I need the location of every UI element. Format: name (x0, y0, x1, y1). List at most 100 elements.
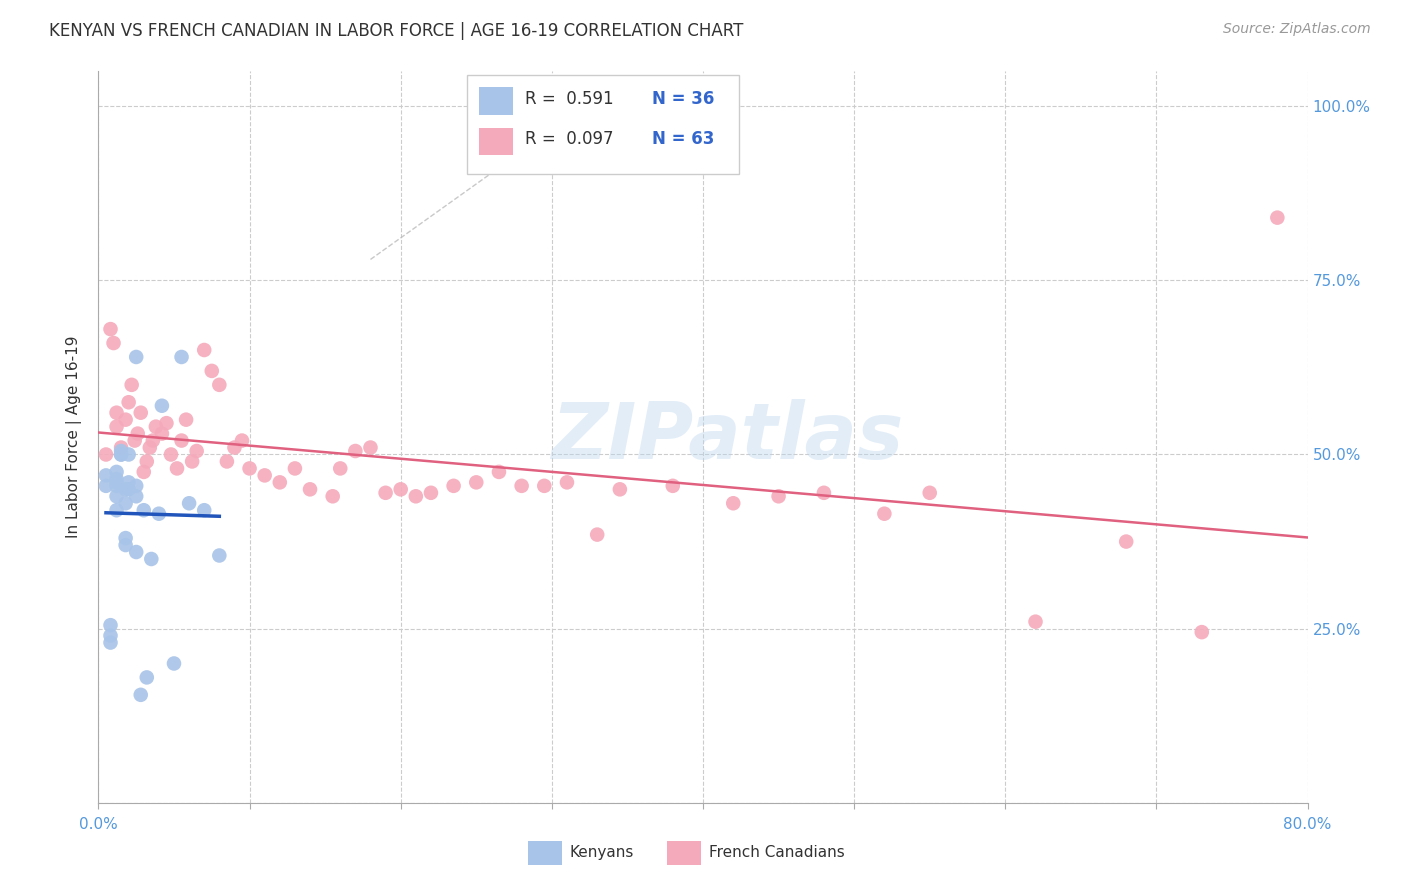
Point (166, 461, 188, 475)
Point (360, 441, 382, 455)
Point (1267, 211, 1289, 225)
Point (768, 489, 790, 503)
Text: N = 63: N = 63 (652, 130, 714, 148)
Point (193, 343, 215, 357)
FancyBboxPatch shape (527, 841, 561, 865)
Point (127, 426, 149, 441)
Point (94, 479, 117, 493)
Point (405, 489, 427, 503)
Point (174, 412, 197, 426)
Point (1024, 615, 1046, 629)
Point (389, 483, 412, 497)
Point (443, 479, 465, 493)
Point (215, 454, 238, 468)
Text: N = 36: N = 36 (652, 90, 714, 108)
Point (181, 454, 204, 468)
Point (374, 485, 396, 500)
Point (555, 475, 578, 490)
Point (129, 688, 152, 702)
Point (141, 552, 163, 566)
Point (208, 377, 231, 392)
Point (918, 485, 941, 500)
Point (139, 441, 162, 455)
Point (132, 465, 155, 479)
Point (118, 448, 141, 462)
Point (103, 336, 125, 351)
FancyBboxPatch shape (479, 87, 513, 115)
Point (224, 441, 246, 455)
Point (142, 434, 165, 448)
Point (723, 496, 745, 510)
Point (124, 434, 146, 448)
Point (125, 545, 148, 559)
Point (533, 479, 555, 493)
Point (125, 350, 148, 364)
Point (586, 527, 609, 541)
Text: French Canadians: French Canadians (709, 845, 845, 860)
Point (94, 468, 117, 483)
Point (150, 399, 173, 413)
Point (94, 448, 117, 462)
Point (129, 406, 152, 420)
Text: ZIPatlas: ZIPatlas (551, 399, 903, 475)
Point (110, 444, 132, 458)
Text: R =  0.591: R = 0.591 (526, 90, 614, 108)
Point (239, 461, 262, 475)
Point (186, 444, 208, 458)
Point (284, 461, 307, 475)
Point (322, 489, 344, 503)
Point (105, 465, 128, 479)
Point (100, 322, 122, 336)
Y-axis label: In Labor Force | Age 16-19: In Labor Force | Age 16-19 (66, 335, 83, 539)
Point (114, 531, 136, 545)
FancyBboxPatch shape (479, 128, 513, 155)
Point (105, 489, 128, 503)
Point (253, 468, 276, 483)
Point (873, 507, 896, 521)
Point (420, 485, 443, 500)
Point (121, 377, 143, 392)
Point (110, 448, 132, 462)
Point (118, 483, 141, 497)
Point (114, 538, 136, 552)
Point (813, 485, 835, 500)
Point (145, 419, 167, 434)
Point (114, 483, 136, 497)
Point (105, 406, 128, 420)
Point (269, 475, 291, 490)
Point (110, 448, 132, 462)
Point (118, 475, 141, 490)
Point (114, 496, 136, 510)
Point (100, 618, 122, 632)
Point (160, 448, 183, 462)
Point (299, 483, 322, 497)
Point (510, 479, 533, 493)
Point (125, 479, 148, 493)
Point (132, 503, 155, 517)
Point (125, 489, 148, 503)
Point (148, 507, 170, 521)
Point (135, 454, 157, 468)
Point (155, 416, 177, 430)
Point (135, 670, 157, 684)
Point (100, 629, 122, 643)
Point (110, 441, 132, 455)
FancyBboxPatch shape (666, 841, 700, 865)
Text: Kenyans: Kenyans (569, 845, 634, 860)
Point (231, 434, 253, 448)
Point (661, 479, 683, 493)
Point (179, 496, 201, 510)
Point (105, 472, 128, 486)
Text: Source: ZipAtlas.com: Source: ZipAtlas.com (1223, 22, 1371, 37)
Point (193, 503, 215, 517)
Point (488, 465, 510, 479)
Point (1115, 534, 1137, 549)
Point (1191, 625, 1213, 640)
Point (105, 419, 128, 434)
Text: R =  0.097: R = 0.097 (526, 130, 614, 148)
Point (105, 503, 128, 517)
Point (201, 364, 224, 378)
Point (114, 412, 136, 426)
Point (150, 426, 173, 441)
Point (105, 479, 128, 493)
